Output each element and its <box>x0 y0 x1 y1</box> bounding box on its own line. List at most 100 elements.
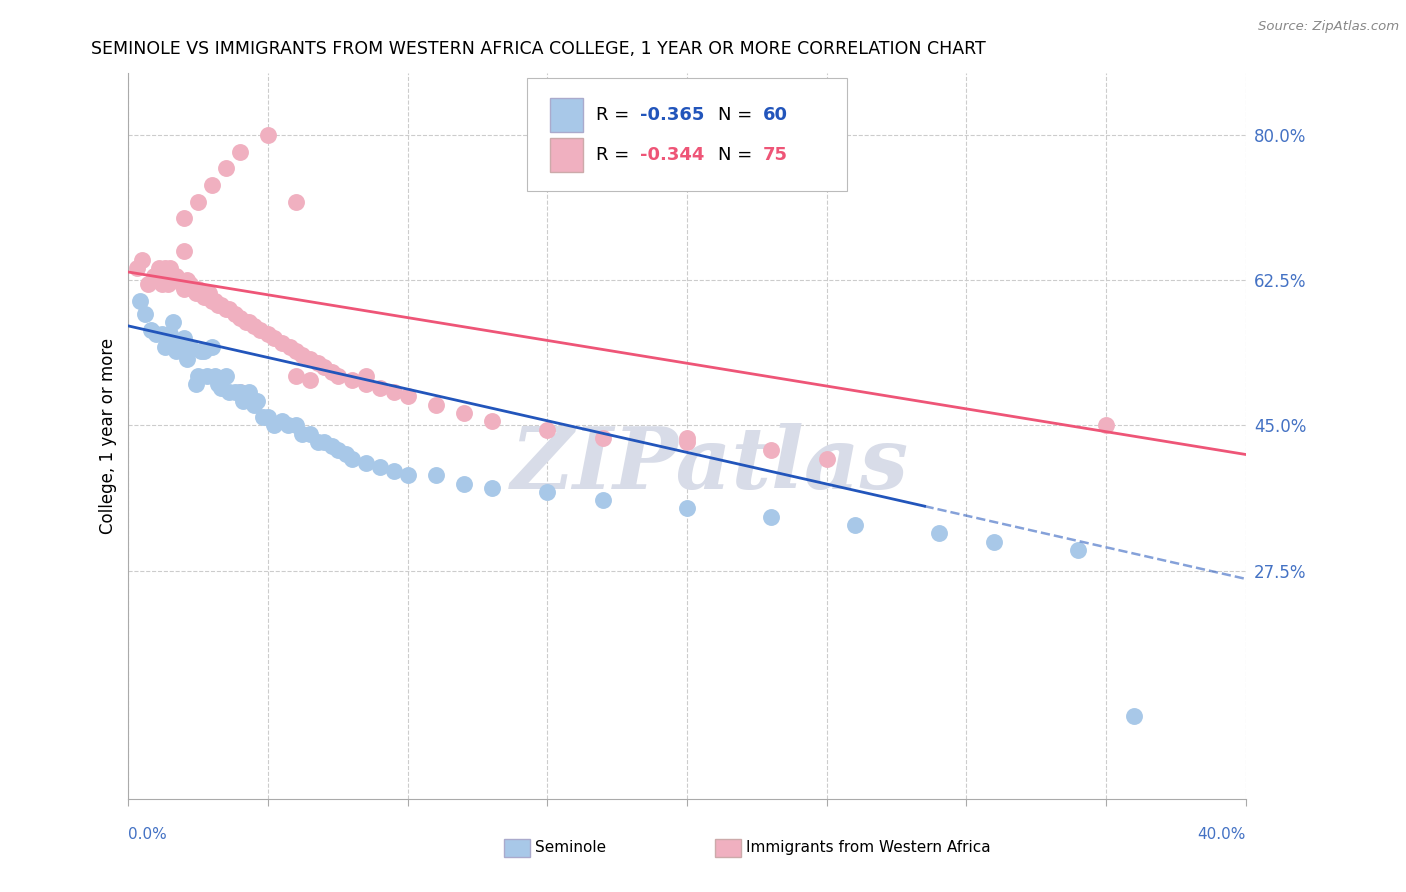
Point <box>291 426 314 441</box>
FancyBboxPatch shape <box>527 78 846 191</box>
Point <box>195 290 218 304</box>
Point <box>321 365 343 379</box>
Point <box>150 277 173 292</box>
Point <box>229 145 252 159</box>
Point <box>131 252 153 267</box>
Point <box>368 459 391 474</box>
Point <box>204 368 226 383</box>
Y-axis label: College, 1 year or more: College, 1 year or more <box>100 338 117 534</box>
Point <box>187 194 209 209</box>
Point <box>134 306 156 320</box>
Point <box>150 327 173 342</box>
Point <box>224 306 246 320</box>
Point <box>173 244 195 259</box>
Text: 75: 75 <box>763 146 789 164</box>
Point <box>481 481 503 495</box>
Point <box>179 277 201 292</box>
Point <box>170 277 193 292</box>
Point <box>312 360 335 375</box>
Point <box>425 468 447 483</box>
Point <box>243 398 266 412</box>
Point <box>187 368 209 383</box>
Point <box>291 348 314 362</box>
Point <box>307 356 329 370</box>
Point <box>139 323 162 337</box>
Point <box>759 443 782 458</box>
Point <box>340 373 363 387</box>
Point <box>215 161 238 176</box>
Point <box>271 335 294 350</box>
Point <box>263 418 285 433</box>
Point <box>312 435 335 450</box>
Point <box>243 393 266 408</box>
Point <box>201 340 224 354</box>
Point <box>238 385 260 400</box>
Point <box>252 410 274 425</box>
Point <box>179 340 201 354</box>
Point <box>592 493 614 508</box>
Point <box>928 526 950 541</box>
Point <box>159 260 181 275</box>
Point <box>257 128 280 143</box>
Point <box>1067 542 1090 557</box>
Point <box>676 431 699 445</box>
Point <box>229 310 252 325</box>
Point <box>148 260 170 275</box>
FancyBboxPatch shape <box>550 97 583 133</box>
Point <box>201 294 224 309</box>
Point <box>285 343 308 358</box>
Point <box>207 376 229 391</box>
Point <box>243 318 266 333</box>
Point <box>156 277 179 292</box>
Point <box>190 285 212 300</box>
Point <box>125 260 148 275</box>
Point <box>285 194 308 209</box>
Text: 0.0%: 0.0% <box>128 827 167 842</box>
Point <box>224 385 246 400</box>
Point <box>145 273 167 287</box>
Text: R =: R = <box>596 106 634 124</box>
Point <box>204 294 226 309</box>
Point <box>354 368 377 383</box>
Text: -0.365: -0.365 <box>640 106 704 124</box>
Point <box>844 518 866 533</box>
Point <box>425 398 447 412</box>
Point <box>396 389 419 403</box>
Point <box>235 315 257 329</box>
Point <box>307 435 329 450</box>
Point <box>285 368 308 383</box>
Point <box>983 534 1005 549</box>
FancyBboxPatch shape <box>550 137 583 172</box>
Point <box>207 298 229 312</box>
Point <box>368 381 391 395</box>
Point <box>536 484 558 499</box>
Text: 60: 60 <box>763 106 789 124</box>
Point <box>285 418 308 433</box>
Point <box>167 273 190 287</box>
Text: -0.344: -0.344 <box>640 146 704 164</box>
Text: Seminole: Seminole <box>536 840 606 855</box>
Point <box>815 451 838 466</box>
Point <box>340 451 363 466</box>
Point <box>326 368 349 383</box>
Point <box>321 439 343 453</box>
Point <box>246 393 269 408</box>
Text: N =: N = <box>718 146 758 164</box>
Point <box>176 352 198 367</box>
Point <box>201 178 224 192</box>
Point <box>382 464 405 478</box>
Point <box>232 393 254 408</box>
Point <box>209 381 232 395</box>
Point <box>382 385 405 400</box>
Point <box>218 302 240 317</box>
Point <box>229 385 252 400</box>
Point <box>481 414 503 428</box>
Point <box>165 343 187 358</box>
Point <box>209 298 232 312</box>
Point <box>592 431 614 445</box>
Point <box>263 331 285 345</box>
Point <box>299 426 322 441</box>
Point <box>173 211 195 226</box>
Point <box>277 418 299 433</box>
Point <box>1095 418 1118 433</box>
